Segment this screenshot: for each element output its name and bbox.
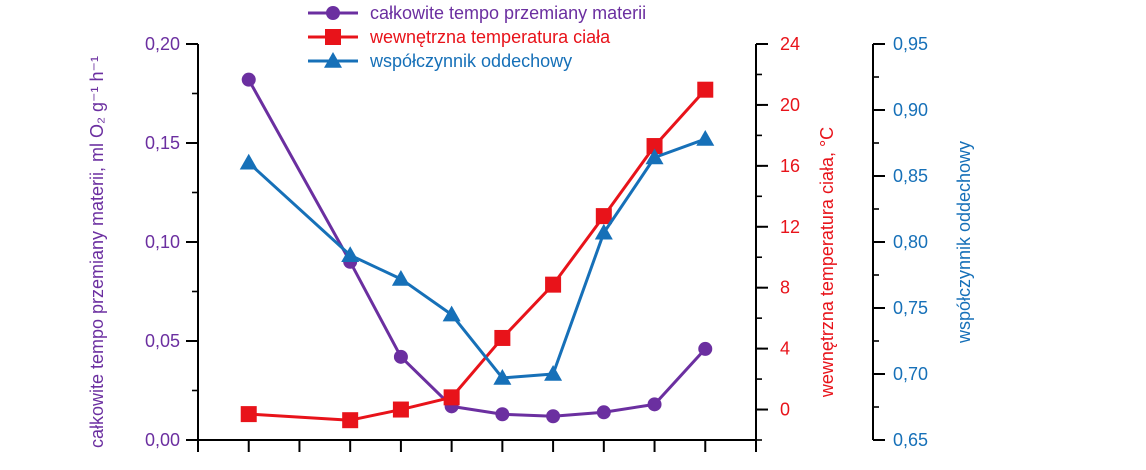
series-1-point — [240, 406, 257, 423]
series-1-point — [697, 81, 714, 98]
series-2-point — [239, 153, 258, 170]
series-2-point — [645, 148, 664, 165]
series-2-point — [442, 305, 461, 322]
left-tick-label: 0,20 — [145, 34, 180, 54]
series-2-point — [594, 223, 613, 240]
legend-marker-1 — [325, 29, 341, 45]
legend-marker-0 — [326, 6, 340, 20]
series-1-point — [595, 208, 612, 225]
series-0-point — [698, 341, 713, 356]
series-1-point — [392, 401, 409, 418]
series-2-point — [391, 269, 410, 286]
left-axis-title: całkowite tempo przemiany materii, ml O₂… — [87, 56, 107, 448]
right1-tick-label: 20 — [780, 95, 800, 115]
series-1-point — [545, 276, 562, 293]
right1-tick-label: 8 — [780, 278, 790, 298]
right2-tick-label: 0,85 — [893, 166, 928, 186]
series-line-1 — [248, 88, 707, 422]
right1-tick-label: 12 — [780, 217, 800, 237]
right2-axis-title: współczynnik oddechowy — [954, 141, 974, 344]
right1-axis-title: wewnętrzna temperatura ciała, °C — [817, 127, 837, 398]
series-layer — [239, 72, 715, 429]
legend: całkowite tempo przemiany materii wewnętr… — [308, 3, 646, 71]
left-tick-label: 0,00 — [145, 430, 180, 450]
right1-tick-label: 4 — [780, 339, 790, 359]
series-0-point — [647, 397, 662, 412]
left-tick-label: 0,05 — [145, 331, 180, 351]
series-1-point — [646, 138, 663, 155]
series-0-point — [495, 407, 510, 422]
series-line-2 — [247, 137, 706, 380]
series-2-point — [341, 246, 360, 262]
right2-tick-label: 0,75 — [893, 298, 928, 318]
series-1-point — [494, 329, 511, 346]
legend-marker-2 — [324, 52, 342, 68]
legend-label-0: całkowite tempo przemiany materii — [370, 3, 646, 23]
right1-tick-label: 0 — [780, 400, 790, 420]
series-0-point — [546, 409, 561, 424]
series-1-point — [342, 412, 359, 429]
right2-tick-label: 0,95 — [893, 34, 928, 54]
series-2-point — [544, 365, 563, 381]
right1-tick-label: 24 — [780, 34, 800, 54]
series-1-point — [443, 389, 460, 406]
right2-tick-label: 0,90 — [893, 100, 928, 120]
legend-label-2: współczynnik oddechowy — [369, 51, 572, 71]
left-tick-label: 0,15 — [145, 133, 180, 153]
legend-label-1: wewnętrzna temperatura ciała — [369, 27, 611, 47]
series-0-point — [596, 405, 611, 420]
left-tick-label: 0,10 — [145, 232, 180, 252]
right2-tick-label: 0,80 — [893, 232, 928, 252]
series-2-point — [493, 368, 512, 385]
right2-tick-label: 0,70 — [893, 364, 928, 384]
right1-tick-label: 16 — [780, 156, 800, 176]
right2-tick-label: 0,65 — [893, 430, 928, 450]
series-0-point — [393, 349, 408, 364]
series-0-point — [241, 72, 256, 87]
series-2-point — [696, 130, 715, 146]
axes-layer: 0,00 0,05 0,10 0,15 0,20 całkowite tempo prze… — [87, 34, 974, 452]
